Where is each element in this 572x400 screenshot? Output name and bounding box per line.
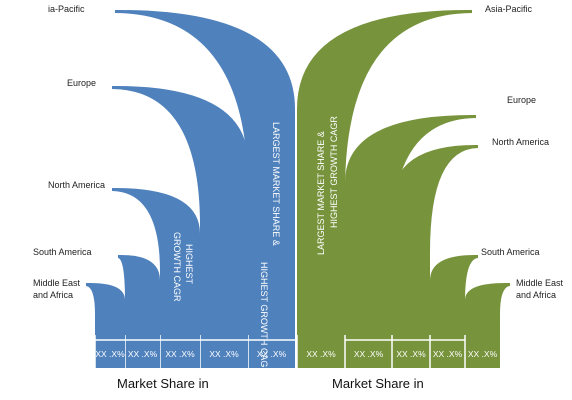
note-text: HIGHEST GROWTH CAGR: [259, 262, 269, 374]
cell-bg: [248, 340, 295, 368]
cell-bg: [95, 340, 125, 368]
cell-bg: [297, 340, 345, 368]
cell-value: XX .X%: [165, 349, 195, 359]
curve-right: [430, 254, 478, 340]
footer-label: Market Share in: [117, 376, 209, 391]
note-text: HIGHEST GROWTH CAGR: [329, 116, 339, 228]
cell-value: XX .X%: [95, 349, 125, 359]
cell-bg: [160, 340, 200, 368]
note-text: GROWTH CAGR: [172, 232, 182, 302]
region-label: Asia-Pacific: [485, 4, 533, 14]
cell-bg: [430, 340, 465, 368]
region-label: Europe: [67, 78, 96, 88]
cell-bg: [465, 340, 500, 368]
cell-bg: [392, 340, 430, 368]
note-text: HIGHEST: [184, 244, 194, 285]
cell-value: XX .X%: [468, 349, 498, 359]
region-label: South America: [481, 247, 540, 257]
curve-left: [112, 187, 200, 340]
note-text: LARGEST MARKET SHARE &: [271, 122, 281, 246]
curve-left: [112, 85, 248, 340]
curve-right: [392, 144, 478, 340]
region-label: North America: [48, 180, 105, 190]
cell-value: XX .X%: [257, 349, 287, 359]
cell-value: XX .X%: [209, 349, 239, 359]
region-label: South America: [33, 247, 92, 257]
curve-right: [297, 9, 472, 340]
note-text: LARGEST MARKET SHARE &: [316, 131, 326, 255]
region-label: Middle East: [33, 278, 81, 288]
cell-value: XX .X%: [433, 349, 463, 359]
cell-bg: [200, 340, 248, 368]
curve-right: [465, 282, 510, 340]
cell-value: XX .X%: [354, 349, 384, 359]
cell-bg: [125, 340, 160, 368]
region-label: ia-Pacific: [48, 4, 85, 14]
curve-left: [86, 282, 125, 340]
cell-bg: [345, 340, 392, 368]
region-label: North America: [492, 137, 549, 147]
region-label: Middle East: [516, 278, 564, 288]
curve-left: [115, 9, 295, 340]
cell-value: XX .X%: [128, 349, 158, 359]
region-label: and Africa: [516, 290, 556, 300]
curve-left: [118, 254, 160, 340]
region-label: and Africa: [33, 290, 73, 300]
region-label: Europe: [507, 95, 536, 105]
footer-label: Market Share in: [332, 376, 424, 391]
cell-value: XX .X%: [396, 349, 426, 359]
cell-value: XX .X%: [306, 349, 336, 359]
curve-right: [345, 114, 476, 340]
